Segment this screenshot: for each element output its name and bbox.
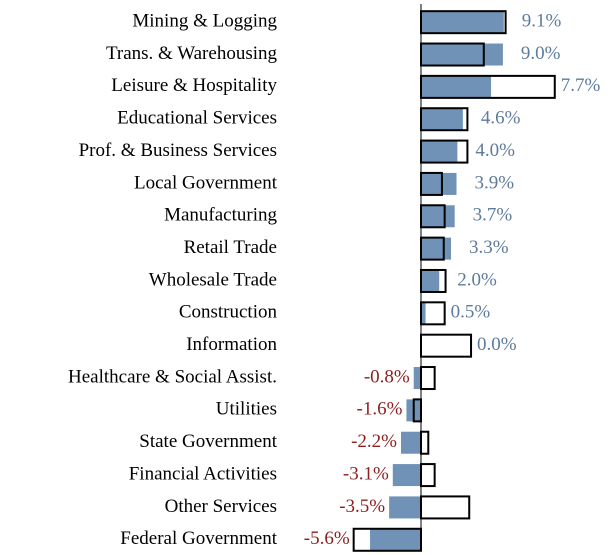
bar [421, 302, 426, 325]
category-label: Information [186, 334, 277, 355]
value-label: 3.3% [469, 237, 509, 258]
category-label: Retail Trade [184, 237, 277, 258]
value-label: -5.6% [304, 528, 350, 549]
value-label: 2.0% [457, 269, 497, 290]
bar [421, 205, 455, 228]
value-label: 0.5% [451, 302, 491, 323]
bar [421, 269, 440, 292]
value-label: 3.9% [474, 172, 514, 193]
category-label: Wholesale Trade [149, 269, 277, 290]
outline-bar [420, 463, 436, 488]
category-label: Prof. & Business Services [79, 140, 277, 161]
value-label: -3.5% [339, 496, 385, 517]
category-label: Healthcare & Social Assist. [68, 366, 277, 387]
value-label: 4.6% [481, 108, 521, 129]
outline-bar [420, 333, 473, 358]
bar [421, 75, 492, 98]
category-label: Financial Activities [129, 463, 277, 484]
value-label: 4.0% [475, 140, 515, 161]
value-label: 9.0% [521, 43, 561, 64]
bar [413, 367, 421, 390]
category-label: Construction [179, 302, 278, 323]
category-label: Trans. & Warehousing [106, 43, 278, 64]
category-label: Other Services [165, 496, 277, 517]
bar [421, 11, 504, 34]
category-label: Federal Government [120, 528, 277, 549]
category-label: Manufacturing [164, 205, 277, 226]
category-label: Local Government [134, 172, 278, 193]
value-label: -0.8% [364, 366, 410, 387]
bar [421, 237, 452, 260]
bar [400, 431, 421, 454]
bar [421, 140, 458, 163]
value-label: -3.1% [343, 463, 389, 484]
category-label: Leisure & Hospitality [111, 75, 277, 96]
bar [389, 496, 421, 519]
value-label: 7.7% [561, 75, 601, 96]
outline-bar [420, 495, 471, 520]
bar [421, 108, 463, 131]
value-label: 0.0% [477, 334, 517, 355]
outline-bar [420, 366, 436, 391]
category-label: Educational Services [117, 108, 277, 129]
bar [421, 172, 457, 195]
value-label: -2.2% [351, 431, 397, 452]
bar [392, 464, 421, 487]
value-label: 3.7% [473, 205, 513, 226]
category-label: Mining & Logging [132, 11, 277, 32]
bar [421, 43, 503, 66]
outline-bar [420, 430, 430, 455]
value-label: 9.1% [522, 11, 562, 32]
bar [370, 528, 421, 551]
value-label: -1.6% [357, 399, 403, 420]
category-label: Utilities [216, 399, 277, 420]
category-label: State Government [139, 431, 277, 452]
